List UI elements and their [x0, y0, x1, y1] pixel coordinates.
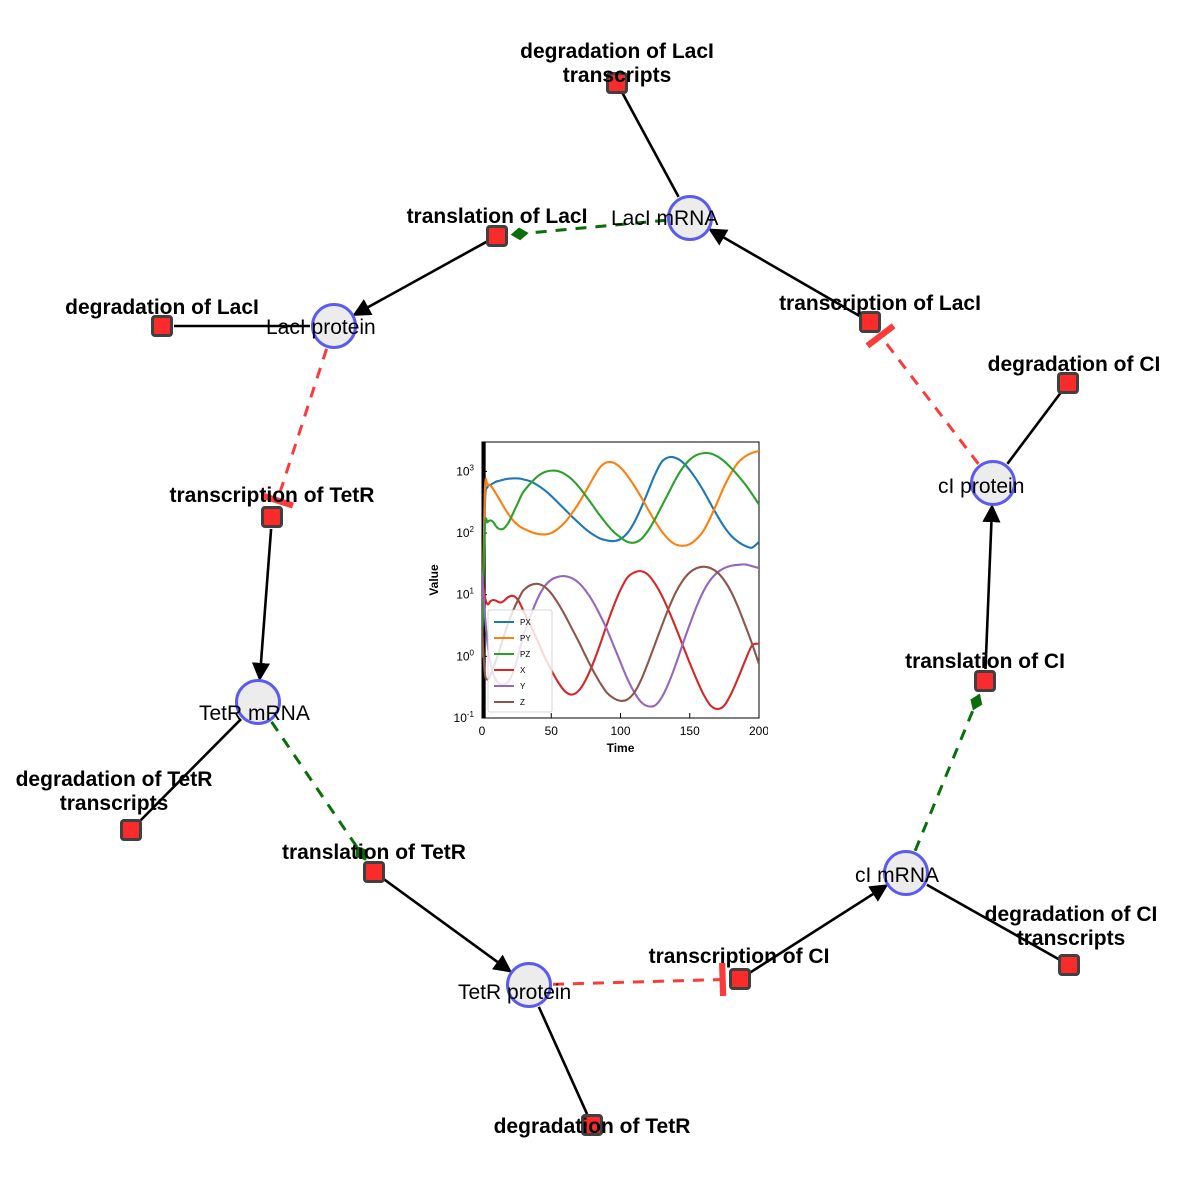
ytick-label-1: 100	[456, 648, 474, 663]
series-line-X	[482, 570, 759, 711]
ytick-label-4: 103	[456, 463, 474, 478]
inset-timeseries-plot: 10-1 100 101 102 103 0 50 100 150 200 Time Value PX P…	[408, 437, 768, 757]
legend-label-PX: PX	[520, 618, 531, 627]
reaction-label-deg_tetr_transcripts: degradation of TetR transcripts	[15, 768, 213, 815]
species-node-tetr_prot[interactable]	[506, 962, 552, 1008]
ytick-label-2: 101	[456, 587, 474, 602]
reaction-node-deg_ci[interactable]	[1057, 372, 1079, 394]
reaction-node-transcription_ci[interactable]	[729, 968, 751, 990]
reaction-node-deg_ci_transcripts[interactable]	[1058, 954, 1080, 976]
edge-ci_prot-to-deg_ci	[1006, 391, 1062, 465]
legend-label-PY: PY	[520, 634, 531, 643]
reaction-label-transcription_ci: transcription of CI	[648, 945, 830, 968]
edge-translation_laci-to-laci_prot	[352, 240, 488, 316]
edge-group	[138, 92, 1062, 1115]
edge-tetr_mrna-to-deg_tetr_transcripts	[138, 718, 243, 823]
species-node-ci_mrna[interactable]	[883, 850, 929, 896]
edge-translation_ci-to-ci_prot	[982, 503, 1001, 670]
series-line-PY	[482, 449, 759, 658]
species-label-ci_prot: cI protein	[938, 475, 1025, 498]
edge-ci_mrna-to-deg_ci_transcripts	[926, 883, 1060, 961]
xtick-label-2: 100	[610, 724, 630, 738]
reaction-label-deg_ci_transcripts: degradation of CI transcripts	[984, 903, 1158, 950]
edge-laci_prot-to-transcription_tetr	[260, 348, 329, 509]
species-label-tetr_mrna: TetR mRNA	[199, 702, 310, 725]
edge-laci_mrna-to-translation_laci	[510, 218, 667, 241]
reaction-label-deg_laci: degradation of LacI	[65, 296, 259, 319]
species-node-laci_mrna[interactable]	[667, 195, 713, 241]
reaction-label-translation_tetr: translation of TetR	[282, 841, 466, 864]
edge-tetr_prot-to-transcription_ci	[552, 962, 727, 997]
reaction-node-deg_laci_transcripts[interactable]	[606, 72, 628, 94]
reaction-node-translation_laci[interactable]	[486, 225, 508, 247]
series-line-PZ	[482, 451, 759, 658]
yaxis-title: Value	[427, 564, 441, 596]
reaction-node-deg_tetr_transcripts[interactable]	[120, 819, 142, 841]
xtick-label-4: 200	[749, 724, 768, 738]
reaction-label-transcription_tetr: transcription of TetR	[169, 484, 375, 507]
reaction-node-deg_tetr[interactable]	[581, 1114, 603, 1136]
reaction-label-translation_laci: translation of LacI	[406, 205, 588, 228]
reaction-node-translation_ci[interactable]	[974, 670, 996, 692]
reaction-label-translation_ci: translation of CI	[905, 650, 1065, 673]
reaction-node-transcription_tetr[interactable]	[261, 506, 283, 528]
xtick-label-3: 150	[680, 724, 700, 738]
edge-ci_mrna-to-translation_ci	[913, 693, 983, 852]
ytick-label-3: 102	[456, 525, 474, 540]
reaction-node-translation_tetr[interactable]	[363, 861, 385, 883]
edge-transcription_laci-to-laci_mrna	[708, 228, 861, 318]
legend-label-Z: Z	[520, 698, 525, 707]
species-label-ci_mrna: cI mRNA	[855, 864, 939, 887]
species-node-laci_prot[interactable]	[311, 303, 357, 349]
reaction-label-deg_laci_transcripts: degradation of LacI transcripts	[520, 40, 714, 87]
edge-translation_tetr-to-tetr_prot	[382, 878, 513, 973]
xtick-label-1: 50	[545, 724, 559, 738]
plot-body: 10-1 100 101 102 103 0 50 100 150 200 Time Value PX P…	[427, 441, 768, 755]
edge-transcription_ci-to-ci_mrna	[749, 884, 889, 974]
legend-label-X: X	[520, 666, 526, 675]
species-label-tetr_prot: TetR protein	[458, 981, 572, 1004]
reaction-node-deg_laci[interactable]	[151, 315, 173, 337]
edge-transcription_tetr-to-tetr_mrna	[251, 528, 273, 682]
species-label-laci_prot: LacI protein	[266, 316, 376, 339]
edge-ci_prot-to-transcription_laci	[865, 323, 980, 465]
xaxis-title: Time	[607, 741, 635, 755]
series-line-PX	[482, 455, 759, 658]
reaction-label-deg_ci: degradation of CI	[987, 353, 1161, 376]
reaction-label-deg_tetr: degradation of TetR	[493, 1115, 691, 1138]
xtick-label-0: 0	[479, 724, 486, 738]
reaction-label-transcription_laci: transcription of LacI	[779, 292, 981, 315]
edge-tetr_prot-to-deg_tetr	[537, 1006, 589, 1115]
legend-label-Y: Y	[520, 682, 526, 691]
species-label-laci_mrna: LacI mRNA	[611, 207, 719, 230]
legend-label-PZ: PZ	[520, 650, 530, 659]
edge-tetr_mrna-to-translation_tetr	[270, 720, 367, 861]
ytick-label-0: 10-1	[454, 710, 475, 725]
species-node-tetr_mrna[interactable]	[235, 679, 281, 725]
inset-plot-svg: 10-1 100 101 102 103 0 50 100 150 200 Time Value PX P…	[408, 437, 768, 757]
edge-laci_mrna-to-deg_laci_transcripts	[621, 92, 680, 198]
